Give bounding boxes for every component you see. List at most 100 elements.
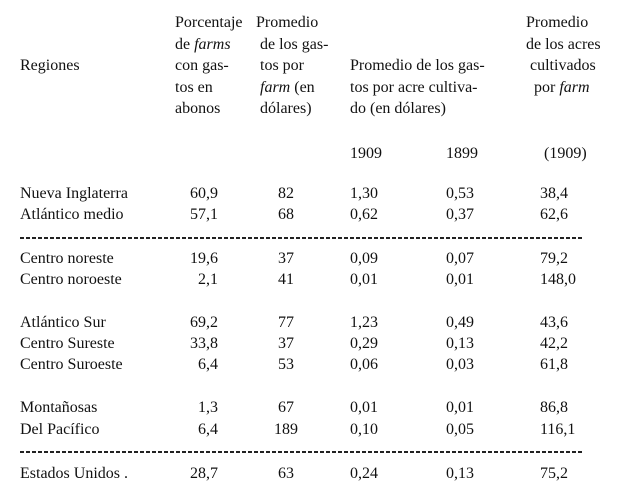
cell-value: 38,4 <box>540 185 568 202</box>
cell-value: 61,8 <box>540 356 568 373</box>
cell-value: 6,4 <box>198 421 218 438</box>
header-line: dólares) <box>256 98 328 120</box>
header-line: con gas- <box>175 55 243 77</box>
dashed-separator <box>20 237 582 239</box>
header-line: farm (en <box>256 77 328 99</box>
cell-value: 0,10 <box>350 421 378 438</box>
header-line: cultivados <box>526 55 601 77</box>
cell-value: 6,4 <box>198 356 218 373</box>
header-text: farm <box>559 78 590 96</box>
dashed-separator <box>20 451 582 453</box>
cell-value: 53 <box>278 356 294 373</box>
cell-value: 62,6 <box>540 206 568 223</box>
header-text: cultivados <box>526 57 596 74</box>
cell-value: 1,23 <box>350 314 378 331</box>
header-text: Promedio <box>256 14 319 31</box>
region-name: Montañosas <box>20 399 98 416</box>
header-text: tos por <box>256 57 304 74</box>
cell-value: 57,1 <box>190 206 218 223</box>
header-text: de los acres <box>526 35 601 53</box>
cell-value: 0,06 <box>350 356 378 373</box>
cell-value: 67 <box>278 399 294 416</box>
cell-value: 1,30 <box>350 185 378 202</box>
cell-value: 0,62 <box>350 206 378 223</box>
cell-value: 60,9 <box>190 185 218 202</box>
header-line: abonos <box>175 98 243 120</box>
cell-value: 189 <box>274 421 298 438</box>
header-promedio-acre: Promedio de los gas-tos por acre cultiva… <box>350 55 485 120</box>
cell-value: 86,8 <box>540 399 568 416</box>
header-text: (en <box>290 78 315 96</box>
year-1909: 1909 <box>350 145 382 162</box>
region-name: Centro noreste <box>20 250 114 267</box>
cell-value: 0,01 <box>446 271 474 288</box>
region-name: Atlántico Sur <box>20 314 106 331</box>
cell-value: 0,49 <box>446 314 474 331</box>
header-text: tos en <box>175 78 213 96</box>
cell-value: 37 <box>278 335 294 352</box>
cell-value: 37 <box>278 250 294 267</box>
cell-value: 82 <box>278 185 294 202</box>
cell-value: 0,13 <box>446 335 474 352</box>
cell-value: 43,6 <box>540 314 568 331</box>
header-text: con gas- <box>175 57 229 74</box>
cell-value: 0,53 <box>446 185 474 202</box>
header-text: Promedio <box>526 14 589 31</box>
cell-value: 77 <box>278 314 294 331</box>
header-line: Promedio de los gas- <box>350 55 485 77</box>
year-1899: 1899 <box>446 145 478 162</box>
cell-value: 19,6 <box>190 250 218 267</box>
region-name: Centro Suroeste <box>20 356 123 373</box>
cell-value: 0,05 <box>446 421 474 438</box>
header-regiones: Regiones <box>20 55 80 77</box>
cell-value: 28,7 <box>190 465 218 482</box>
cell-value: 69,2 <box>190 314 218 331</box>
cell-value: 2,1 <box>198 271 218 288</box>
header-line: por farm <box>526 77 601 99</box>
cell-value: 0,01 <box>350 399 378 416</box>
header-line: do (en dólares) <box>350 98 485 120</box>
cell-value: 68 <box>278 206 294 223</box>
cell-value: 148,0 <box>540 271 576 288</box>
cell-value: 0,13 <box>446 465 474 482</box>
cell-value: 1,3 <box>198 399 218 416</box>
cell-value: 0,24 <box>350 465 378 482</box>
header-line: tos en <box>175 77 243 99</box>
header-line: Regiones <box>20 55 80 77</box>
cell-value: 116,1 <box>540 421 576 438</box>
region-name: Centro noroeste <box>20 271 122 288</box>
header-line: Promedio <box>256 12 328 34</box>
header-line: Porcentaje <box>175 12 243 34</box>
cell-value: 42,2 <box>540 335 568 352</box>
cell-value: 0,01 <box>446 399 474 416</box>
header-line: tos por acre cultiva- <box>350 77 485 99</box>
cell-value: 63 <box>278 465 294 482</box>
header-porcentaje: Porcentaje de farms con gas-tos en abonos <box>175 12 243 120</box>
header-text: abonos <box>175 100 221 117</box>
region-name: Atlántico medio <box>20 206 124 223</box>
header-text: por <box>526 78 560 96</box>
region-name: Nueva Inglaterra <box>20 185 128 202</box>
header-text: tos por acre cultiva- <box>350 78 478 96</box>
header-line: Promedio <box>526 12 601 34</box>
cell-value: 0,29 <box>350 335 378 352</box>
year-1909-acres: (1909) <box>544 145 587 162</box>
header-text: do (en dólares) <box>350 100 446 117</box>
cell-value: 75,2 <box>540 465 568 482</box>
header-line: tos por <box>256 55 328 77</box>
header-text: farm <box>260 78 291 96</box>
region-name: Estados Unidos . <box>20 465 128 482</box>
cell-value: 79,2 <box>540 250 568 267</box>
header-line: de farms <box>175 34 243 56</box>
header-text: Porcentaje <box>175 14 243 31</box>
header-text: Regiones <box>20 57 80 74</box>
header-text: de <box>175 35 195 53</box>
region-name: Del Pacífico <box>20 421 100 438</box>
header-line: de los acres <box>526 34 601 56</box>
header-promedio-farm: Promedio de los gas- tos por farm (en dó… <box>256 12 328 120</box>
cell-value: 0,01 <box>350 271 378 288</box>
header-promedio-acres: Promedio de los acres cultivados por farm <box>526 12 601 98</box>
header-text: de los gas- <box>256 35 329 53</box>
cell-value: 0,09 <box>350 250 378 267</box>
cell-value: 0,07 <box>446 250 474 267</box>
